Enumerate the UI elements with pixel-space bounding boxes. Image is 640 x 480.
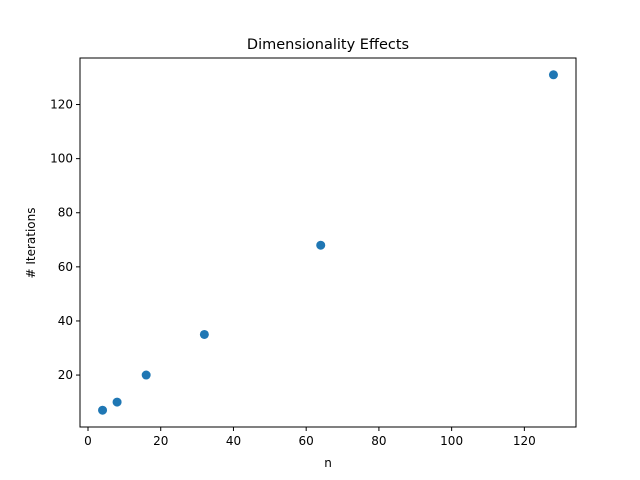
data-point [316, 240, 326, 250]
y-tick-label: 40 [58, 314, 73, 328]
axes-frame [79, 57, 577, 428]
y-axis: 20 40 60 80 100 120 [50, 98, 80, 382]
y-tick-label: 20 [58, 368, 73, 382]
chart-title: Dimensionality Effects [247, 37, 409, 53]
data-point [199, 329, 209, 339]
data-point [98, 405, 108, 415]
data-point [141, 370, 151, 380]
y-tick-label: 100 [50, 152, 73, 166]
y-tick-label: 80 [58, 206, 73, 220]
x-axis-label: n [324, 456, 332, 470]
data-point [548, 70, 558, 80]
x-tick-label: 80 [371, 434, 386, 448]
x-tick-label: 120 [513, 434, 536, 448]
y-tick-label: 60 [58, 260, 73, 274]
x-tick-label: 60 [299, 434, 314, 448]
plot-area [98, 70, 558, 415]
y-axis-label: # Iterations [24, 207, 38, 278]
x-tick-label: 0 [84, 434, 92, 448]
x-tick-label: 20 [153, 434, 168, 448]
y-tick-label: 120 [50, 98, 73, 112]
x-tick-label: 100 [440, 434, 463, 448]
x-axis: 0 20 40 60 80 100 120 [84, 427, 536, 448]
data-point [112, 397, 122, 407]
x-tick-label: 40 [226, 434, 241, 448]
